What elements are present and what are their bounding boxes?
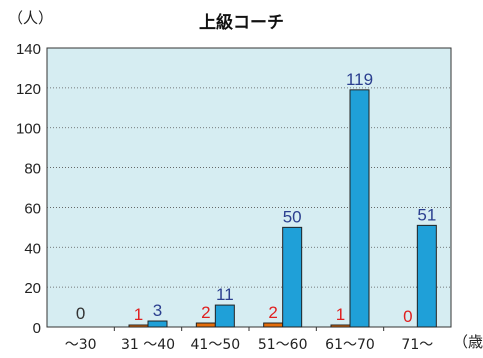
y-tick-label: 20 <box>24 280 41 297</box>
y-tick-label: 40 <box>24 240 41 257</box>
plot-area <box>46 47 452 328</box>
bar-series-1 <box>128 324 149 328</box>
x-tick-label: 61～70 <box>325 337 375 353</box>
data-label: 119 <box>346 70 373 89</box>
data-label: 1 <box>134 305 143 324</box>
data-label: 0 <box>403 307 412 326</box>
x-tick-label: ～30 <box>65 337 97 353</box>
bar-series-2 <box>214 304 235 328</box>
bar-series-1 <box>195 322 216 328</box>
data-label: 0 <box>76 304 85 323</box>
y-tick-label: 80 <box>24 161 41 178</box>
y-tick-label: 60 <box>24 200 41 217</box>
bar-series-2 <box>349 89 370 328</box>
data-label: 11 <box>216 285 234 304</box>
bar-series-2 <box>282 226 303 328</box>
bar-series-2 <box>147 320 168 328</box>
data-label: 2 <box>201 303 210 322</box>
y-tick-label: 100 <box>16 121 41 138</box>
y-tick-label: 140 <box>16 41 41 58</box>
bar-series-2 <box>416 224 437 328</box>
x-tick-label: 51～60 <box>258 337 308 353</box>
x-tick-label: 71～ <box>401 337 433 353</box>
x-tick-label: 31 ～40 <box>121 337 175 353</box>
data-label: 50 <box>283 207 302 226</box>
data-label: 1 <box>336 305 345 324</box>
x-tick-label: 41～50 <box>191 337 241 353</box>
y-tick-label: 120 <box>16 81 41 98</box>
data-label: 2 <box>268 303 277 322</box>
data-label: 51 <box>417 205 436 224</box>
data-label: 3 <box>153 301 162 320</box>
chart-title: 上級コーチ <box>199 13 284 32</box>
bar-series-1 <box>330 324 351 328</box>
y-axis-unit-label: （人） <box>8 9 54 27</box>
bar-series-1 <box>263 322 284 328</box>
x-axis-unit-label: （歳） <box>453 333 483 351</box>
y-tick-label: 0 <box>33 320 41 337</box>
